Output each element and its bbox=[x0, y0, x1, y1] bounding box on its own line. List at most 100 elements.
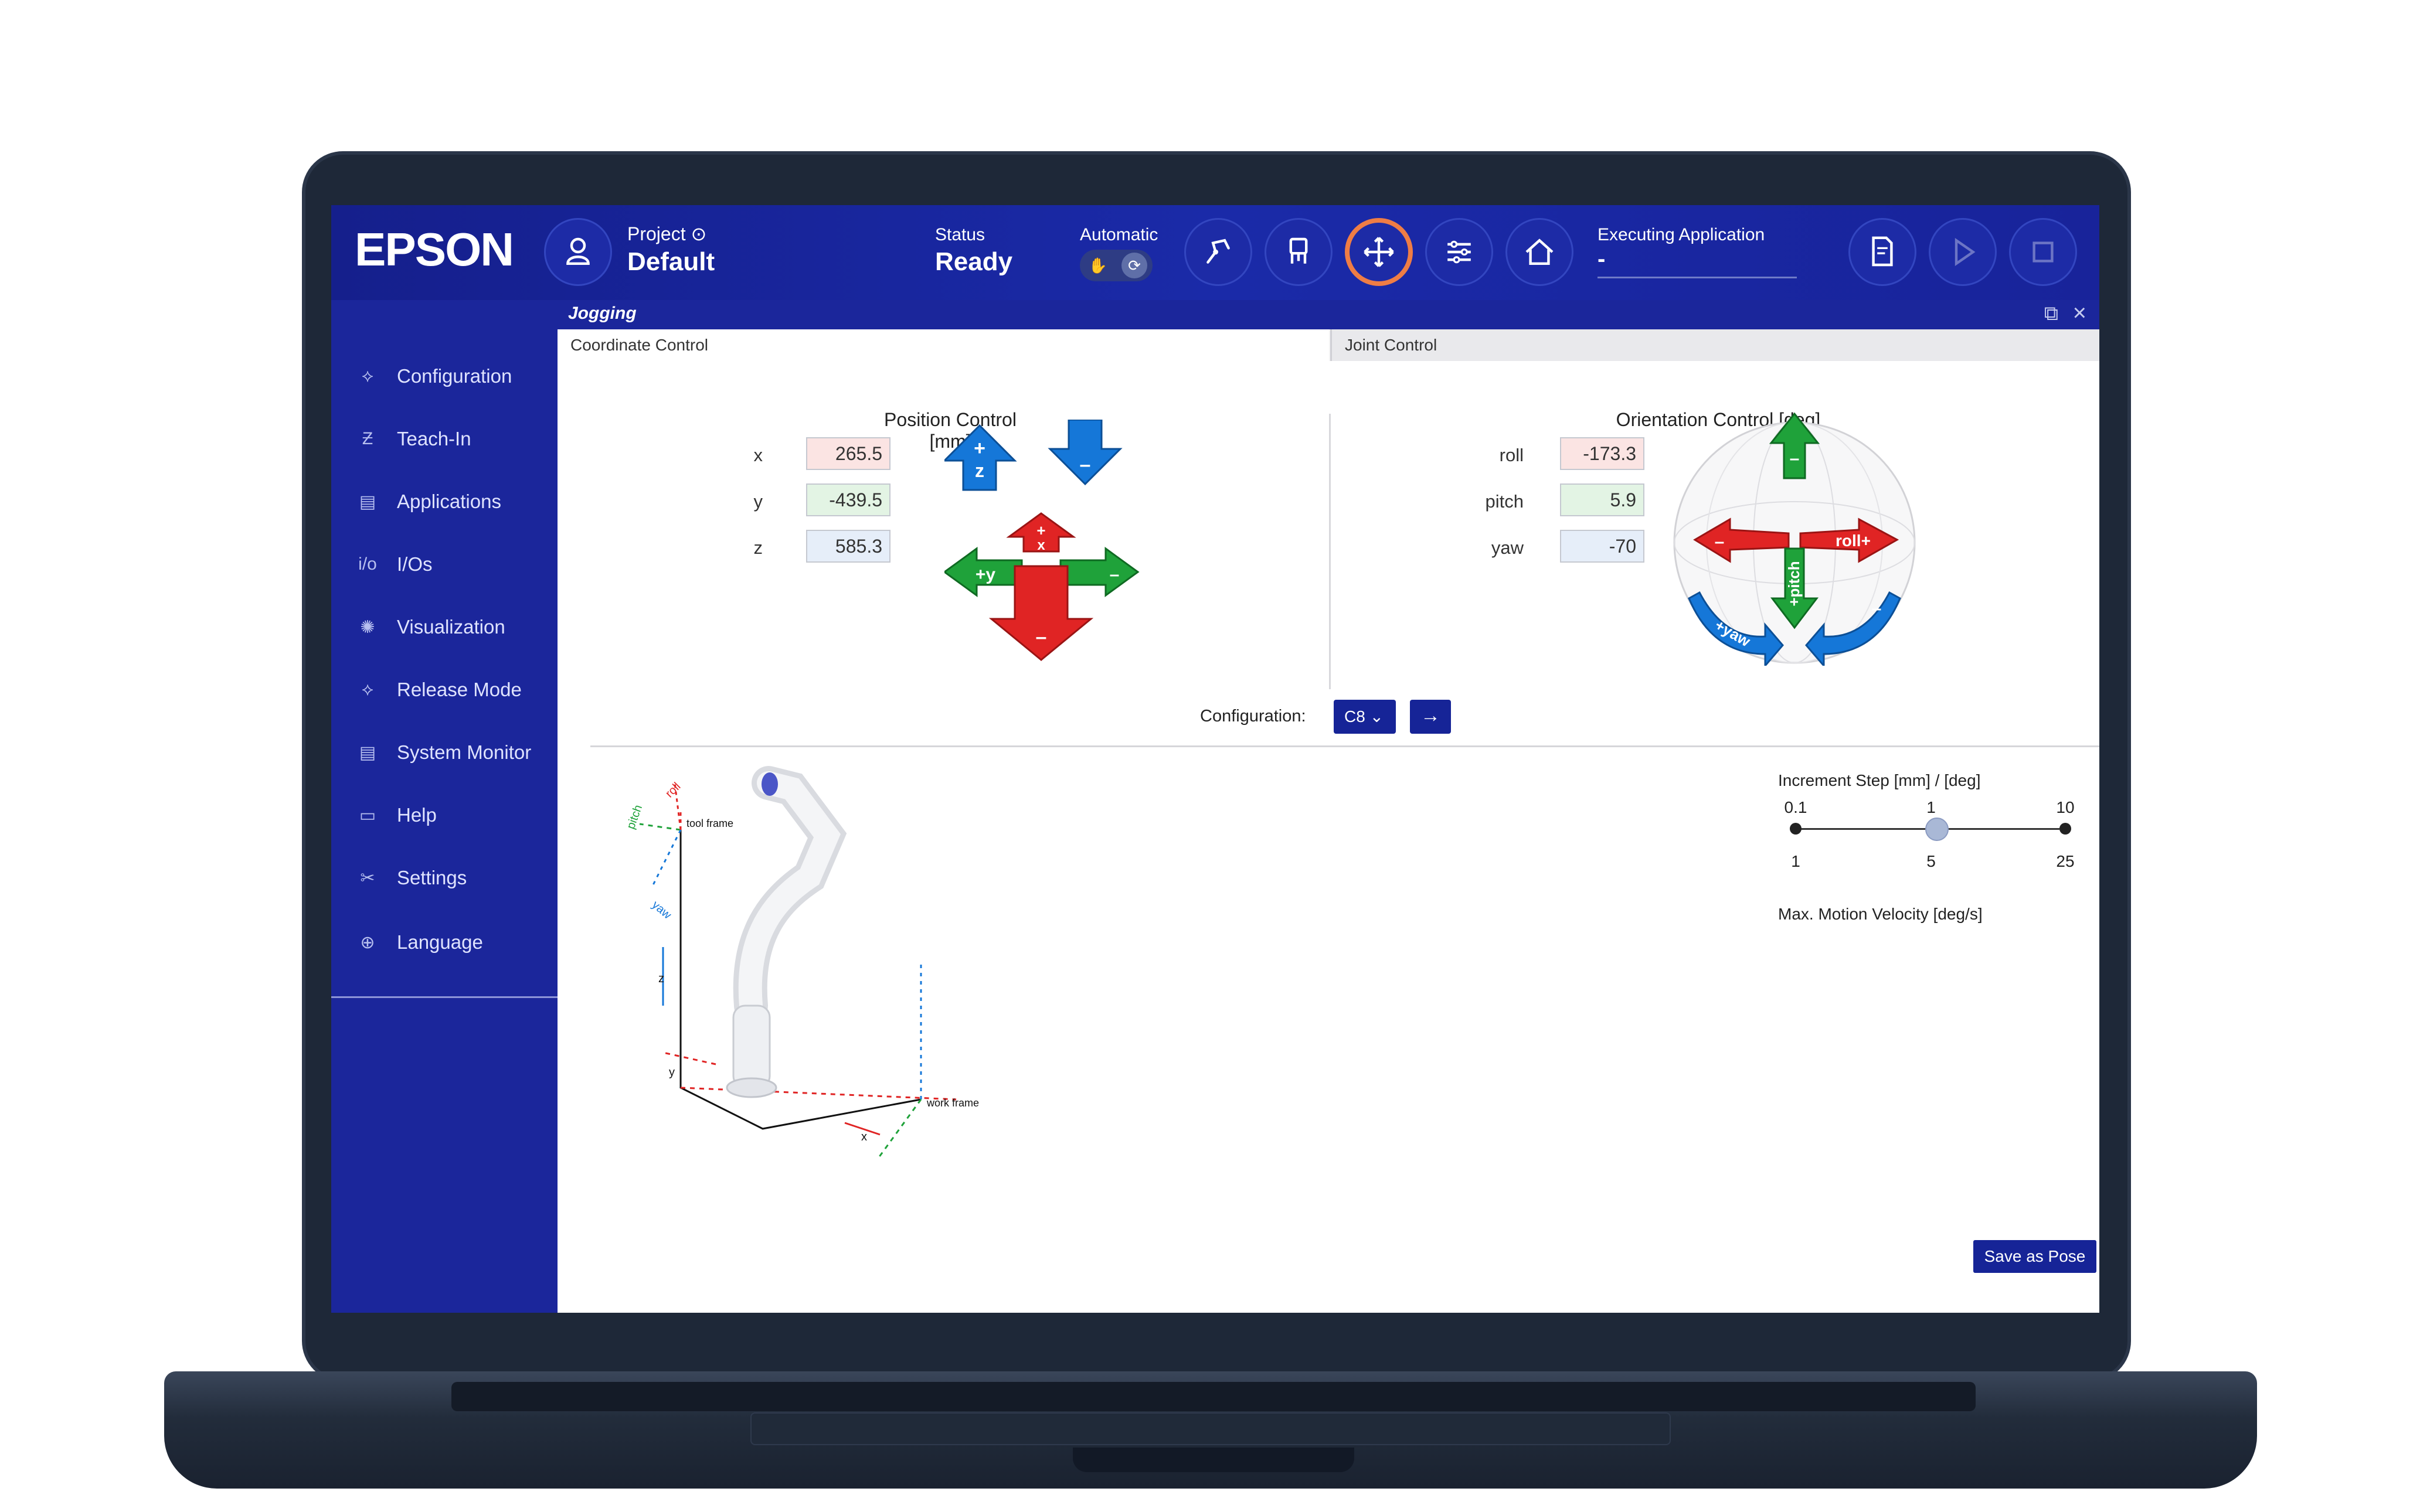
play-button[interactable] bbox=[1929, 218, 1997, 286]
tab-joint-control[interactable]: Joint Control bbox=[1330, 329, 2099, 361]
gripper-icon bbox=[1289, 237, 1308, 264]
restore-icon[interactable]: ⧉ bbox=[2044, 302, 2058, 325]
x-label: x bbox=[753, 445, 763, 465]
roll-minus-arrow[interactable]: – bbox=[1693, 517, 1790, 563]
svg-text:+pitch: +pitch bbox=[1785, 561, 1803, 606]
svg-text:roll+: roll+ bbox=[1836, 532, 1871, 550]
increment-slider-handle[interactable] bbox=[1925, 818, 1949, 841]
y-value-field[interactable]: -439.5 bbox=[806, 483, 890, 516]
yaw-label: yaw bbox=[1491, 537, 1524, 558]
minus-y-arrow[interactable]: – bbox=[1059, 547, 1140, 597]
svg-text:+: + bbox=[1036, 522, 1045, 539]
plus-x-arrow[interactable]: + x bbox=[1006, 512, 1076, 553]
sidebar-item-settings[interactable]: ✂ Settings bbox=[355, 860, 467, 895]
sidebar-item-configuration[interactable]: ⟡ Configuration bbox=[355, 359, 512, 394]
top-tick-0: 0.1 bbox=[1784, 798, 1807, 816]
top-tick-2: 10 bbox=[2056, 798, 2075, 816]
section-divider bbox=[1329, 414, 1331, 689]
x-axis-label: x bbox=[861, 1130, 867, 1143]
z-value-field[interactable]: 585.3 bbox=[806, 530, 890, 563]
gripper-button[interactable] bbox=[1265, 218, 1333, 286]
sidebar-item-help[interactable]: ▭ Help bbox=[355, 798, 437, 833]
robot-path-button[interactable] bbox=[1184, 218, 1252, 286]
svg-text:–: – bbox=[1036, 626, 1047, 648]
roll-plus-arrow[interactable]: roll+ bbox=[1799, 517, 1899, 563]
project-label[interactable]: Project ⊙ bbox=[627, 223, 707, 244]
release-mode-icon: ⟡ bbox=[362, 680, 373, 699]
pitch-plus-arrow[interactable]: +pitch bbox=[1770, 547, 1819, 629]
configuration-label: Configuration: bbox=[1200, 707, 1306, 726]
sidebar-item-release-mode[interactable]: ⟡ Release Mode bbox=[355, 672, 522, 707]
sidebar-item-ios[interactable]: i/o I/Os bbox=[355, 547, 432, 582]
stop-icon bbox=[2032, 241, 2054, 263]
minus-x-arrow[interactable]: – bbox=[988, 565, 1094, 661]
pitch-minus-arrow[interactable]: – bbox=[1769, 412, 1820, 479]
configuration-apply-button[interactable]: → bbox=[1410, 700, 1451, 734]
yaw-value-field[interactable]: -70 bbox=[1560, 530, 1644, 563]
jogging-button[interactable] bbox=[1345, 218, 1413, 286]
bottom-tick-1: 5 bbox=[1926, 852, 1936, 870]
top-tick-1: 1 bbox=[1926, 798, 1936, 816]
sidebar-item-system-monitor[interactable]: ▤ System Monitor bbox=[355, 735, 531, 770]
hand-icon: ✋ bbox=[1088, 256, 1108, 274]
roll-value-field[interactable]: -173.3 bbox=[1560, 437, 1644, 470]
slider-stop-2[interactable] bbox=[2059, 823, 2071, 835]
sidebar-item-visualization[interactable]: ✺ Visualization bbox=[355, 609, 505, 645]
robot-arm-icon bbox=[1206, 239, 1230, 264]
panel-title: Jogging bbox=[568, 304, 637, 323]
epson-logo: EPSON bbox=[355, 223, 514, 275]
svg-text:+: + bbox=[974, 437, 985, 459]
z-axis-label: z bbox=[658, 972, 664, 985]
y-label: y bbox=[753, 491, 763, 512]
slider-stop-0[interactable] bbox=[1790, 823, 1802, 835]
chevron-down-icon: ⌄ bbox=[1369, 707, 1384, 726]
sidebar-item-language[interactable]: ⊕ Language bbox=[355, 925, 482, 960]
control-tabs: Coordinate Control Joint Control bbox=[558, 329, 2099, 361]
jogging-content: Position Control [mm] x 265.5 y -439.5 z… bbox=[558, 361, 2099, 1313]
configuration-icon: ⟡ bbox=[362, 366, 373, 386]
svg-text:–: – bbox=[1715, 532, 1725, 551]
sidebar-item-teach-in[interactable]: Ƶ Teach-In bbox=[355, 421, 471, 457]
laptop-notch bbox=[1073, 1448, 1354, 1472]
plus-y-arrow[interactable]: +y bbox=[944, 547, 1023, 597]
settings-sliders-button[interactable] bbox=[1425, 218, 1493, 286]
yaw-minus-arrow[interactable]: – bbox=[1805, 591, 1901, 666]
home-button[interactable] bbox=[1505, 218, 1573, 286]
automatic-toggle[interactable]: ✋ ⟳ bbox=[1080, 250, 1153, 281]
stop-button[interactable] bbox=[2009, 218, 2077, 286]
executing-underline bbox=[1598, 277, 1797, 278]
tool-frame-label: tool frame bbox=[686, 818, 733, 829]
executing-value: - bbox=[1598, 246, 1606, 272]
y-axis-label: y bbox=[669, 1066, 675, 1079]
sliders-icon bbox=[1447, 240, 1471, 264]
pitch-value-field[interactable]: 5.9 bbox=[1560, 483, 1644, 516]
horizontal-divider bbox=[590, 745, 2099, 747]
save-as-pose-button[interactable]: Save as Pose bbox=[1973, 1240, 2096, 1273]
pitch-label: pitch bbox=[1485, 491, 1524, 512]
svg-text:+y: +y bbox=[976, 565, 996, 584]
bottom-tick-0: 1 bbox=[1791, 852, 1800, 870]
status-label: Status bbox=[935, 225, 985, 244]
project-name: Default bbox=[627, 247, 715, 276]
settings-icon: ✂ bbox=[360, 868, 375, 888]
plus-z-arrow[interactable]: + z bbox=[944, 424, 1017, 491]
close-icon[interactable]: × bbox=[2072, 300, 2086, 326]
configuration-select[interactable]: C8 ⌄ bbox=[1334, 700, 1396, 734]
chevron-right-icon: ⊙ bbox=[691, 223, 707, 244]
orientation-arrows: – – roll+ +pitch +yaw – bbox=[1673, 412, 1916, 666]
x-value-field[interactable]: 265.5 bbox=[806, 437, 890, 470]
roll-label: roll bbox=[1499, 445, 1524, 465]
jogging-panel-header: Jogging ⧉ × bbox=[558, 300, 2099, 329]
play-icon bbox=[1955, 238, 1976, 266]
automatic-label: Automatic bbox=[1080, 225, 1158, 244]
minus-z-arrow[interactable]: – bbox=[1048, 420, 1123, 486]
svg-text:z: z bbox=[975, 460, 984, 481]
project-button[interactable] bbox=[544, 218, 612, 286]
io-icon: i/o bbox=[358, 554, 377, 574]
sidebar-item-applications[interactable]: ▤ Applications bbox=[355, 484, 501, 519]
laptop-trackpad bbox=[750, 1412, 1671, 1445]
tab-coordinate-control[interactable]: Coordinate Control bbox=[558, 329, 1329, 361]
svg-text:–: – bbox=[1080, 454, 1091, 476]
svg-text:–: – bbox=[1872, 599, 1882, 618]
application-file-button[interactable] bbox=[1848, 218, 1916, 286]
